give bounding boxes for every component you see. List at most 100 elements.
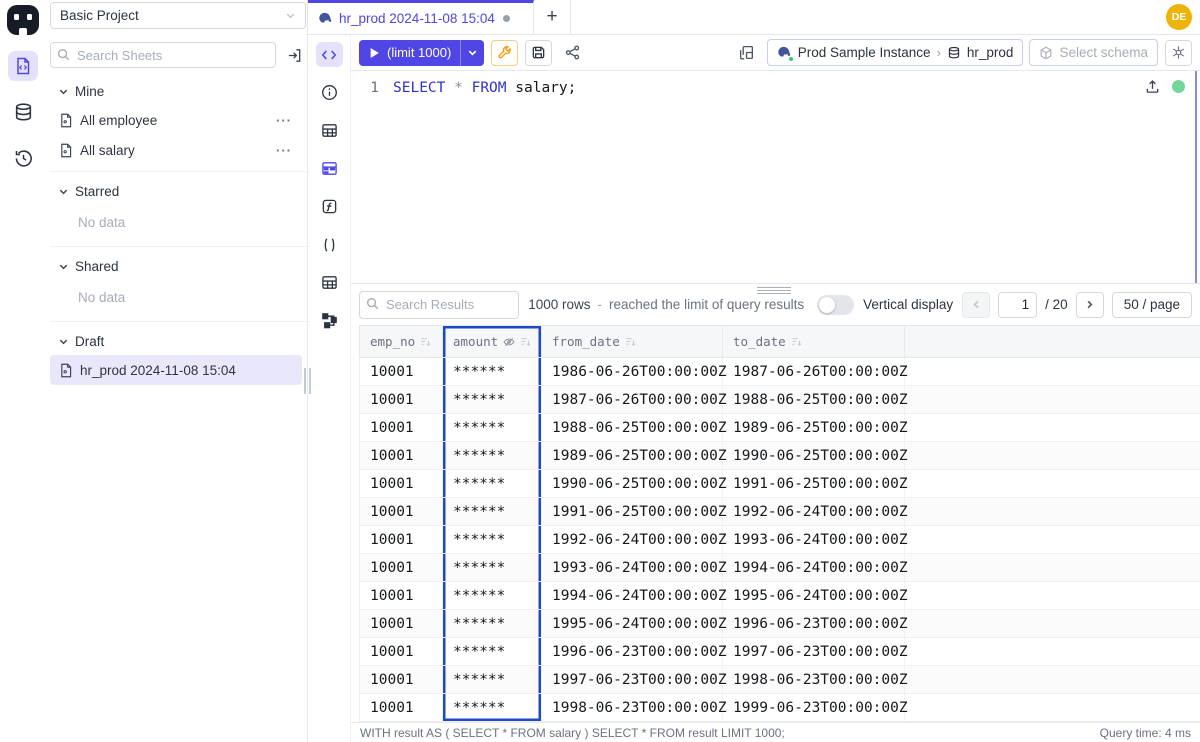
run-query-button[interactable]: (limit 1000): [359, 39, 485, 66]
cell-amount[interactable]: ******: [442, 665, 542, 694]
cell-emp_no[interactable]: 10001: [359, 525, 443, 554]
table-row[interactable]: 10001 ****** 1998-06-23T00:00:00Z 1999-06-2…: [359, 693, 1200, 722]
cell-from_date[interactable]: 1986-06-26T00:00:00Z: [541, 357, 727, 386]
cell-emp_no[interactable]: 10001: [359, 693, 443, 722]
table-row[interactable]: 10001 ****** 1995-06-24T00:00:00Z 1996-06-2…: [359, 609, 1200, 638]
cell-from_date[interactable]: 1995-06-24T00:00:00Z: [541, 609, 727, 638]
cell-amount[interactable]: ******: [442, 441, 542, 470]
table-row[interactable]: 10001 ****** 1987-06-26T00:00:00Z 1988-06-2…: [359, 385, 1200, 414]
rail-tables-button[interactable]: [316, 118, 343, 143]
rail-schema-diagram-button[interactable]: [316, 308, 343, 333]
cell-to_date[interactable]: 1995-06-24T00:00:00Z: [722, 581, 908, 610]
vertical-display-toggle[interactable]: [817, 294, 855, 315]
page-size-select[interactable]: 50 / page: [1111, 291, 1192, 318]
cell-to_date[interactable]: 1994-06-24T00:00:00Z: [722, 553, 908, 582]
sort-icon[interactable]: [420, 336, 431, 347]
column-header-amount[interactable]: amount: [442, 325, 542, 358]
sort-icon[interactable]: [791, 336, 802, 347]
cell-to_date[interactable]: 1996-06-23T00:00:00Z: [722, 609, 908, 638]
tab-hr-prod[interactable]: hr_prod 2024-11-08 15:04: [308, 0, 534, 34]
cell-amount[interactable]: ******: [442, 469, 542, 498]
section-shared-header[interactable]: Shared: [50, 251, 307, 280]
upload-sql-icon[interactable]: [1145, 79, 1160, 94]
table-row[interactable]: 10001 ****** 1994-06-24T00:00:00Z 1995-06-2…: [359, 581, 1200, 610]
cell-to_date[interactable]: 1989-06-25T00:00:00Z: [722, 413, 908, 442]
cell-emp_no[interactable]: 10001: [359, 497, 443, 526]
table-row[interactable]: 10001 ****** 1993-06-24T00:00:00Z 1994-06-2…: [359, 553, 1200, 582]
rail-external-tables-button[interactable]: [316, 156, 343, 181]
search-sheets-input[interactable]: [50, 42, 276, 68]
section-draft-header[interactable]: Draft: [50, 326, 307, 355]
cell-emp_no[interactable]: 10001: [359, 357, 443, 386]
cell-to_date[interactable]: 1991-06-25T00:00:00Z: [722, 469, 908, 498]
cell-amount[interactable]: ******: [442, 525, 542, 554]
rail-history-button[interactable]: [8, 143, 38, 173]
rail-worksheets-button[interactable]: [8, 51, 38, 81]
cell-emp_no[interactable]: 10001: [359, 609, 443, 638]
sidebar-resize-handle[interactable]: [304, 368, 311, 394]
editor-scrollbar[interactable]: [1195, 71, 1197, 283]
cell-to_date[interactable]: 1999-06-23T00:00:00Z: [722, 693, 908, 722]
cell-amount[interactable]: ******: [442, 693, 542, 722]
share-sheet-button[interactable]: [559, 39, 587, 66]
sheet-item-draft-active[interactable]: hr_prod 2024-11-08 15:04: [50, 355, 302, 385]
user-avatar[interactable]: DE: [1166, 4, 1192, 30]
cell-emp_no[interactable]: 10001: [359, 469, 443, 498]
cell-from_date[interactable]: 1989-06-25T00:00:00Z: [541, 441, 727, 470]
table-row[interactable]: 10001 ****** 1986-06-26T00:00:00Z 1987-06-2…: [359, 357, 1200, 386]
sql-code-line[interactable]: SELECT * FROM salary;: [393, 80, 576, 283]
switch-connection-button[interactable]: [734, 40, 760, 66]
save-sheet-button[interactable]: [525, 39, 553, 66]
cell-from_date[interactable]: 1997-06-23T00:00:00Z: [541, 665, 727, 694]
table-row[interactable]: 10001 ****** 1997-06-23T00:00:00Z 1998-06-2…: [359, 665, 1200, 694]
rail-info-button[interactable]: [316, 80, 343, 105]
cell-emp_no[interactable]: 10001: [359, 665, 443, 694]
cell-from_date[interactable]: 1987-06-26T00:00:00Z: [541, 385, 727, 414]
column-header-from-date[interactable]: from_date: [541, 325, 723, 358]
cell-to_date[interactable]: 1988-06-25T00:00:00Z: [722, 385, 908, 414]
cell-amount[interactable]: ******: [442, 637, 542, 666]
cell-from_date[interactable]: 1996-06-23T00:00:00Z: [541, 637, 727, 666]
sheet-item-all-salary[interactable]: All salary ···: [50, 135, 302, 165]
cell-from_date[interactable]: 1993-06-24T00:00:00Z: [541, 553, 727, 582]
rail-code-button[interactable]: [315, 42, 343, 67]
cell-from_date[interactable]: 1990-06-25T00:00:00Z: [541, 469, 727, 498]
new-tab-button[interactable]: +: [534, 0, 571, 34]
cell-to_date[interactable]: 1990-06-25T00:00:00Z: [722, 441, 908, 470]
cell-emp_no[interactable]: 10001: [359, 581, 443, 610]
sort-icon[interactable]: [625, 336, 636, 347]
sheet-more-button[interactable]: ···: [276, 112, 292, 128]
cell-amount[interactable]: ******: [442, 357, 542, 386]
cell-from_date[interactable]: 1991-06-25T00:00:00Z: [541, 497, 727, 526]
column-header-to-date[interactable]: to_date: [722, 325, 905, 358]
cell-to_date[interactable]: 1992-06-24T00:00:00Z: [722, 497, 908, 526]
table-row[interactable]: 10001 ****** 1996-06-23T00:00:00Z 1997-06-2…: [359, 637, 1200, 666]
section-mine-header[interactable]: Mine: [50, 76, 307, 105]
cell-amount[interactable]: ******: [442, 413, 542, 442]
page-number-input[interactable]: [998, 291, 1038, 318]
rail-functions-button[interactable]: [316, 194, 343, 219]
rail-views-button[interactable]: [316, 270, 343, 295]
next-page-button[interactable]: [1075, 291, 1104, 318]
cell-emp_no[interactable]: 10001: [359, 553, 443, 582]
panel-resize-handle[interactable]: [757, 285, 791, 296]
connection-breadcrumb[interactable]: Prod Sample Instance › hr_prod: [766, 39, 1024, 66]
bytebase-logo[interactable]: [7, 5, 39, 35]
cell-amount[interactable]: ******: [442, 497, 542, 526]
rail-procedures-button[interactable]: [316, 232, 343, 257]
format-sql-button[interactable]: [491, 39, 519, 66]
cell-amount[interactable]: ******: [442, 581, 542, 610]
project-select[interactable]: Basic Project: [50, 2, 306, 29]
cell-from_date[interactable]: 1994-06-24T00:00:00Z: [541, 581, 727, 610]
cell-to_date[interactable]: 1993-06-24T00:00:00Z: [722, 525, 908, 554]
table-row[interactable]: 10001 ****** 1988-06-25T00:00:00Z 1989-06-2…: [359, 413, 1200, 442]
prev-page-button[interactable]: [962, 291, 991, 318]
section-starred-header[interactable]: Starred: [50, 176, 307, 205]
table-row[interactable]: 10001 ****** 1989-06-25T00:00:00Z 1990-06-2…: [359, 441, 1200, 470]
cell-to_date[interactable]: 1987-06-26T00:00:00Z: [722, 357, 908, 386]
cell-emp_no[interactable]: 10001: [359, 413, 443, 442]
table-row[interactable]: 10001 ****** 1992-06-24T00:00:00Z 1993-06-2…: [359, 525, 1200, 554]
sheet-more-button[interactable]: ···: [276, 142, 292, 158]
cell-emp_no[interactable]: 10001: [359, 637, 443, 666]
cell-emp_no[interactable]: 10001: [359, 441, 443, 470]
